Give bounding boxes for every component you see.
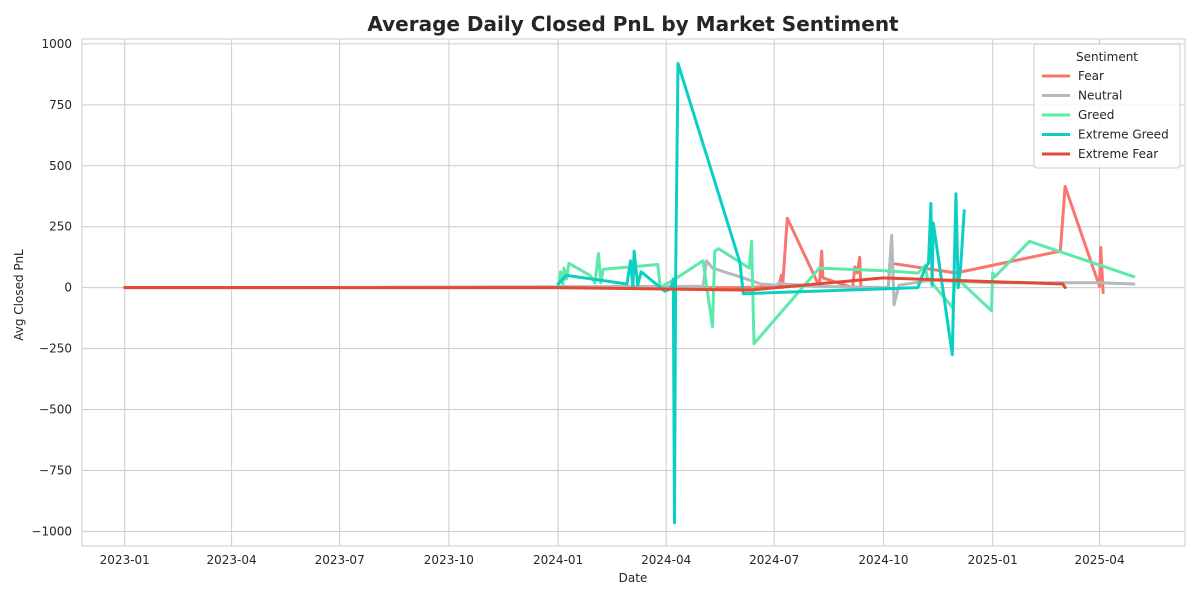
legend-box bbox=[1033, 43, 1181, 169]
y-tick-label: 0 bbox=[64, 281, 72, 295]
y-axis-label: Avg Closed PnL bbox=[12, 249, 26, 341]
x-tick-label: 2023-01 bbox=[100, 553, 150, 567]
legend-label: Greed bbox=[1078, 108, 1114, 122]
plot-frame bbox=[81, 38, 1186, 547]
legend-label: Extreme Fear bbox=[1078, 147, 1158, 161]
y-tick-label: −750 bbox=[39, 463, 72, 477]
x-tick-label: 2024-10 bbox=[858, 553, 908, 567]
x-tick-label: 2024-07 bbox=[749, 553, 799, 567]
legend: Sentiment Fear Neutral Greed Extreme Greed E… bbox=[1033, 43, 1181, 169]
x-axis-label: Date bbox=[619, 571, 648, 585]
y-tick-label: −1000 bbox=[31, 524, 72, 538]
legend-label: Neutral bbox=[1078, 89, 1122, 103]
y-axis-ticks: −1000 −750 −500 −250 0 250 500 750 1000 bbox=[31, 37, 72, 539]
x-tick-label: 2023-04 bbox=[207, 553, 257, 567]
x-tick-label: 2025-04 bbox=[1074, 553, 1124, 567]
y-tick-label: 250 bbox=[49, 220, 72, 234]
series-line-extreme-greed bbox=[556, 61, 966, 525]
chart-title: Average Daily Closed PnL by Market Senti… bbox=[367, 12, 899, 36]
grid-lines bbox=[82, 39, 1185, 546]
series-layer bbox=[123, 61, 1136, 525]
x-tick-label: 2023-07 bbox=[315, 553, 365, 567]
y-tick-label: 750 bbox=[49, 98, 72, 112]
x-tick-label: 2023-10 bbox=[424, 553, 474, 567]
x-axis-ticks: 2023-01 2023-04 2023-07 2023-10 2024-01 2024-… bbox=[100, 553, 1125, 567]
x-tick-label: 2024-04 bbox=[641, 553, 691, 567]
series-line-extreme-fear bbox=[123, 276, 1067, 292]
legend-label: Fear bbox=[1078, 69, 1104, 83]
legend-items: Fear Neutral Greed Extreme Greed Extreme Fea… bbox=[1042, 69, 1169, 161]
x-tick-label: 2025-01 bbox=[968, 553, 1018, 567]
x-tick-label: 2024-01 bbox=[533, 553, 583, 567]
legend-title: Sentiment bbox=[1076, 50, 1138, 64]
legend-label: Extreme Greed bbox=[1078, 128, 1169, 142]
y-tick-label: −250 bbox=[39, 342, 72, 356]
y-tick-label: 1000 bbox=[41, 37, 72, 51]
y-tick-label: −500 bbox=[39, 403, 72, 417]
plot-area bbox=[81, 38, 1186, 547]
y-tick-label: 500 bbox=[49, 159, 72, 173]
